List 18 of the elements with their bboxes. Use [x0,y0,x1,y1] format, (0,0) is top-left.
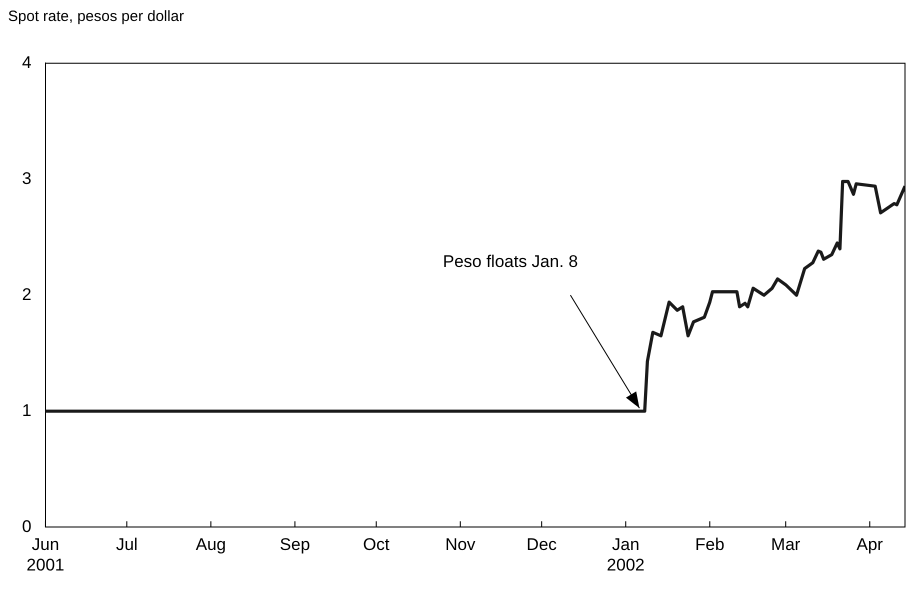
annotation: Peso floats Jan. 8 [442,252,578,272]
x-tick-label: Mar [771,535,801,554]
y-tick-label: 2 [22,284,32,304]
x-tick-label: Feb [695,535,724,554]
x-tick-label: Jun 2001 [26,535,64,574]
y-tick-label: 3 [22,168,32,188]
x-tick-label: Jul [116,535,138,554]
y-tick-label: 4 [22,52,32,72]
y-tick-label: 0 [22,516,32,536]
x-tick-label: Oct [363,535,390,554]
x-tick-label: Nov [445,535,476,554]
y-axis-title: Spot rate, pesos per dollar [8,8,185,25]
x-tick-label: Jan 2002 [606,535,645,574]
y-tick-label: 1 [22,400,32,420]
x-tick-label: Sep [280,535,310,554]
x-tick-label: Apr [856,535,884,554]
x-tick-label: Aug [196,535,226,554]
x-tick-label: Dec [526,535,558,554]
